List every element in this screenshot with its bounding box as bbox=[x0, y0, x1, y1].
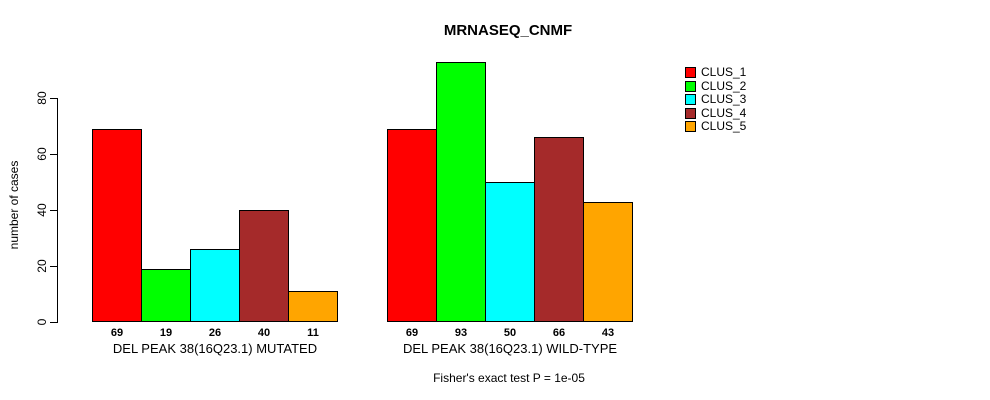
y-tick-mark bbox=[50, 98, 57, 99]
y-tick-mark bbox=[50, 266, 57, 267]
bar-value-label: 43 bbox=[601, 327, 615, 339]
legend-swatch bbox=[685, 67, 696, 78]
bar bbox=[485, 182, 535, 322]
bar-value-label: 40 bbox=[257, 327, 271, 339]
bar bbox=[288, 291, 338, 322]
legend-swatch bbox=[685, 94, 696, 105]
bar-value-label: 11 bbox=[307, 327, 319, 339]
legend-swatch bbox=[685, 107, 696, 119]
chart-title: MRNASEQ_CNMF bbox=[443, 22, 573, 39]
legend-swatch bbox=[685, 121, 696, 132]
y-axis bbox=[57, 98, 58, 323]
bar bbox=[534, 137, 584, 322]
bar-value-label: 26 bbox=[208, 327, 222, 339]
bar bbox=[141, 269, 191, 322]
bar bbox=[190, 249, 240, 322]
y-tick-mark bbox=[50, 322, 57, 323]
bar bbox=[436, 62, 486, 322]
bar-value-label: 66 bbox=[552, 327, 566, 339]
legend-label: CLUS_2 bbox=[701, 78, 747, 93]
y-tick-label: 60 bbox=[35, 147, 49, 161]
y-tick-label: 80 bbox=[35, 91, 49, 105]
bar-value-label: 69 bbox=[405, 327, 419, 339]
bar bbox=[92, 129, 142, 322]
legend-label: CLUS_5 bbox=[701, 119, 747, 133]
bar bbox=[583, 202, 633, 322]
bar-value-label: 69 bbox=[110, 327, 124, 339]
bar bbox=[387, 129, 437, 322]
bar-value-label: 93 bbox=[454, 327, 468, 339]
footnote: Fisher's exact test P = 1e-05 bbox=[433, 371, 585, 385]
y-tick-label: 20 bbox=[35, 259, 49, 273]
y-tick-label: 40 bbox=[35, 203, 49, 217]
y-axis-label: number of cases bbox=[7, 160, 21, 250]
legend-label: CLUS_1 bbox=[701, 65, 747, 79]
group-axis-label: DEL PEAK 38(16Q23.1) WILD-TYPE bbox=[402, 341, 618, 356]
legend-label: CLUS_3 bbox=[701, 92, 747, 106]
y-tick-mark bbox=[50, 210, 57, 211]
group-axis-label: DEL PEAK 38(16Q23.1) MUTATED bbox=[112, 341, 318, 356]
bar-value-label: 50 bbox=[503, 327, 517, 339]
legend-label: CLUS_4 bbox=[701, 105, 747, 120]
y-tick-mark bbox=[50, 154, 57, 155]
bar bbox=[239, 210, 289, 322]
legend-swatch bbox=[685, 80, 696, 92]
bar-value-label: 19 bbox=[159, 327, 173, 339]
y-tick-label: 0 bbox=[35, 318, 49, 326]
